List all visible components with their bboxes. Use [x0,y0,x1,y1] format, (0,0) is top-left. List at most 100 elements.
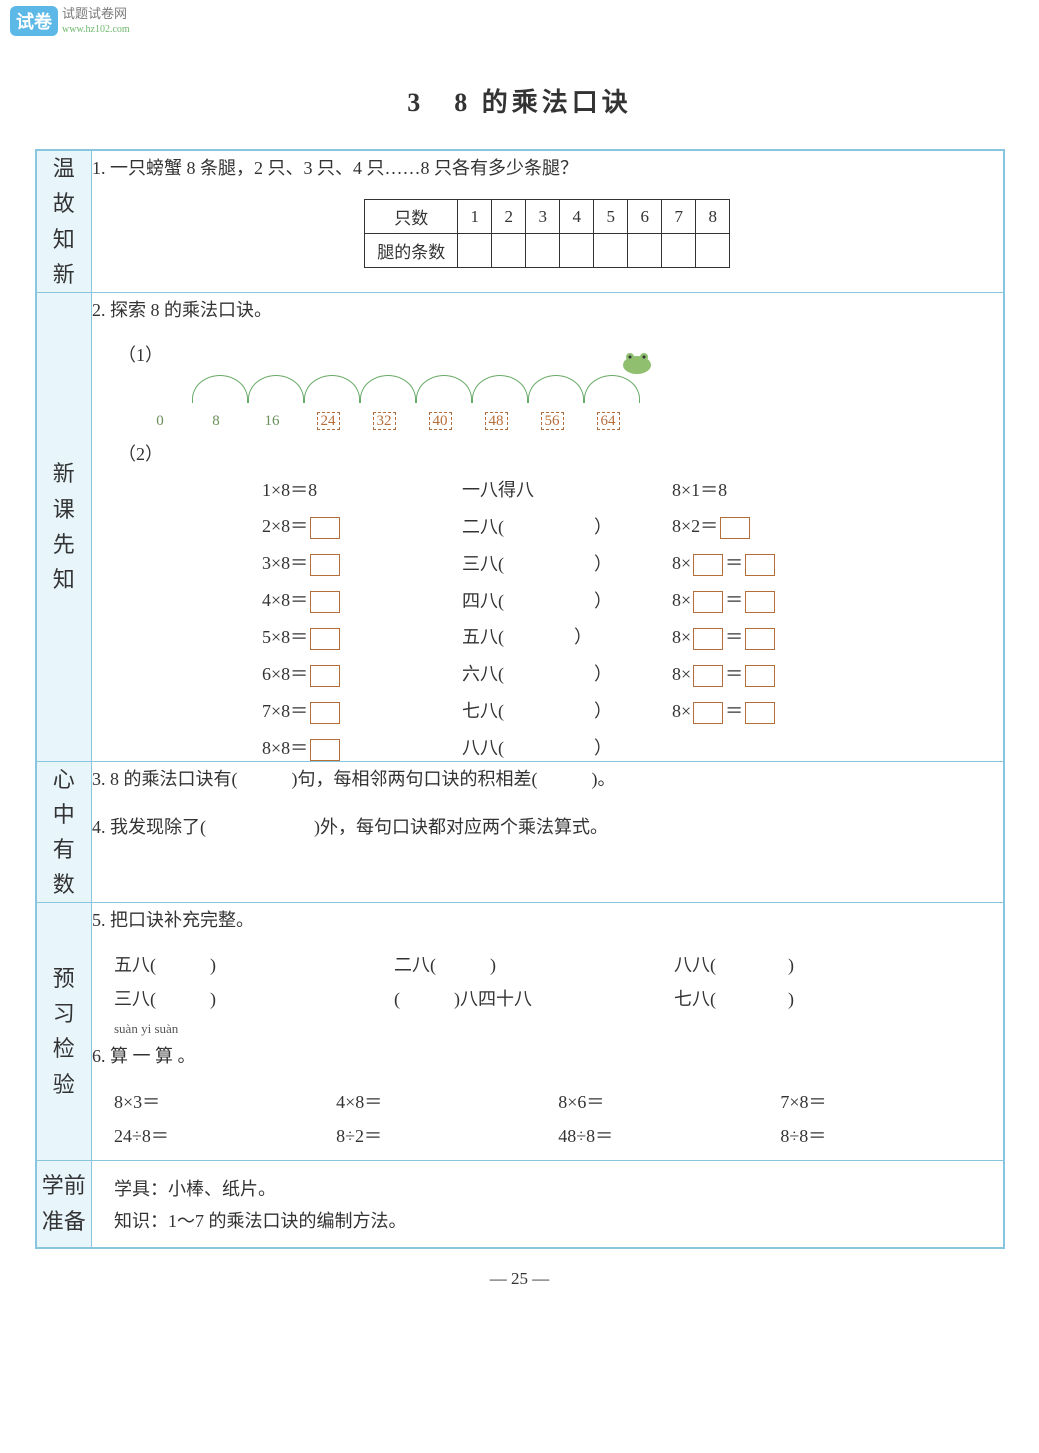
label-char: 预 [53,966,75,991]
section4-label: 预 习 检 验 [36,903,92,1160]
mult-left: 7×8＝ [262,697,462,724]
calc-row: 8×3＝ 4×8＝ 8×6＝ 7×8＝ [114,1088,1003,1114]
koujue-item: ( )八四十八 [394,985,594,1011]
label-char: 新 [53,461,75,486]
crab-col: 6 [628,200,662,234]
mult-left: 1×8＝8 [262,476,462,502]
numberline-arcs [192,375,662,403]
pinyin: suàn yi suàn [114,1021,1003,1037]
calc-item: 8÷2＝ [336,1122,558,1148]
logo-url: www.hz102.com [62,24,130,35]
section4-content: 5. 把口诀补充完整。 五八( ) 二八( ) 八八( ) 三八( ) ( )八… [92,903,1004,1160]
mult-left: 5×8＝ [262,623,462,650]
q3-text: 3. 8 的乘法口诀有( )句，每相邻两句口诀的积相差( )。 [92,762,1003,796]
prep-line2: 知识：1～7 的乘法口诀的编制方法。 [114,1207,981,1233]
koujue-row: 三八( ) ( )八四十八 七八( ) [114,985,1003,1011]
section3-label: 心 中 有 数 [36,761,92,903]
q5-text: 5. 把口诀补充完整。 [92,903,1003,937]
koujue-item: 三八( ) [114,985,314,1011]
label-char: 学前 [42,1173,86,1198]
mult-left: 4×8＝ [262,586,462,613]
label-char: 验 [53,1072,75,1097]
mult-mid: 四八(） [462,587,672,613]
mult-right: 8×2＝ [672,512,872,539]
q2-item1: （1） [118,341,1003,367]
frog-icon [612,347,662,377]
mult-right: 8×1＝8 [672,476,872,502]
calc-item: 8×6＝ [558,1088,780,1114]
label-char: 知 [53,227,75,252]
mult-mid: 八八(） [462,734,672,760]
mult-left: 6×8＝ [262,660,462,687]
calc-item: 7×8＝ [780,1088,1002,1114]
koujue-row: 五八( ) 二八( ) 八八( ) [114,951,1003,977]
section1-label: 温 故 知 新 [36,150,92,293]
q2-text: 2. 探索 8 的乘法口诀。 [92,293,1003,327]
label-char: 心 [53,767,75,792]
numberline-labels: 0 8 16 24 32 40 48 56 64 [132,413,1003,430]
mult-mid: 三八(） [462,550,672,576]
mult-right: 8×＝ [672,660,872,687]
koujue-item: 五八( ) [114,951,314,977]
label-char: 准备 [42,1209,86,1234]
section5-label: 学前 准备 [36,1160,92,1248]
mult-mid: 七八(） [462,697,672,723]
multiplication-grid: 1×8＝8 一八得八 8×1＝8 2×8＝ 二八(） 8×2＝ 3×8＝ 三八(… [262,476,1003,760]
numline-val: 8 [188,413,244,430]
mult-right: 8×＝ [672,697,872,724]
koujue-item: 二八( ) [394,951,594,977]
section5-content: 学具：小棒、纸片。 知识：1～7 的乘法口诀的编制方法。 [92,1160,1004,1248]
site-logo: 试卷 试题试卷网 www.hz102.com [0,0,1039,42]
section2-content: 2. 探索 8 的乘法口诀。 （1） 0 8 16 24 32 40 48 56 [92,293,1004,761]
mult-left: 8×8＝ [262,734,462,761]
mult-mid: 六八(） [462,660,672,686]
mult-right: 8×＝ [672,586,872,613]
label-char: 新 [53,262,75,287]
numline-val: 16 [244,413,300,430]
logo-sitename: 试题试卷网 [62,6,127,21]
q1-text: 1. 一只螃蟹 8 条腿，2 只、3 只、4 只……8 只各有多少条腿？ [92,151,1003,185]
section3-content: 3. 8 的乘法口诀有( )句，每相邻两句口诀的积相差( )。 4. 我发现除了… [92,761,1004,903]
numline-val: 0 [132,413,188,430]
numberline-container [142,375,662,403]
crab-col: 4 [560,200,594,234]
section2-label: 新 课 先 知 [36,293,92,761]
mult-left: 3×8＝ [262,549,462,576]
label-char: 故 [53,191,75,216]
numline-val-dashed: 32 [373,412,396,430]
numline-val-dashed: 40 [429,412,452,430]
crab-col: 7 [662,200,696,234]
crab-row2-label: 腿的条数 [365,234,458,268]
logo-badge: 试卷 [10,6,58,36]
q2-item2: （2） [118,440,1003,466]
koujue-item: 七八( ) [674,985,874,1011]
koujue-item: 八八( ) [674,951,874,977]
calc-item: 8×3＝ [114,1088,336,1114]
label-char: 习 [53,1001,75,1026]
page-number: — 25 — [0,1269,1039,1289]
numline-val-dashed: 48 [485,412,508,430]
calc-item: 24÷8＝ [114,1122,336,1148]
mult-right: 8×＝ [672,549,872,576]
mult-mid: 一八得八 [462,476,672,502]
label-char: 数 [53,872,75,897]
label-char: 先 [53,532,75,557]
crab-table: 只数 1 2 3 4 5 6 7 8 腿的条数 [364,199,730,268]
main-table: 温 故 知 新 1. 一只螃蟹 8 条腿，2 只、3 只、4 只……8 只各有多… [35,149,1005,1249]
prep-line1: 学具：小棒、纸片。 [114,1175,981,1201]
logo-text: 试题试卷网 www.hz102.com [62,7,130,36]
crab-col: 2 [492,200,526,234]
q4-text: 4. 我发现除了( )外，每句口诀都对应两个乘法算式。 [92,810,1003,844]
numline-val-dashed: 24 [317,412,340,430]
label-char: 中 [53,802,75,827]
crab-col: 1 [458,200,492,234]
mult-mid: 五八(） [462,623,672,649]
crab-row1-label: 只数 [365,200,458,234]
label-char: 知 [53,567,75,592]
label-char: 检 [53,1036,75,1061]
crab-col: 8 [696,200,730,234]
label-char: 有 [53,837,75,862]
crab-col: 5 [594,200,628,234]
mult-right: 8×＝ [672,623,872,650]
page-title: 3 8 的乘法口诀 [0,82,1039,119]
